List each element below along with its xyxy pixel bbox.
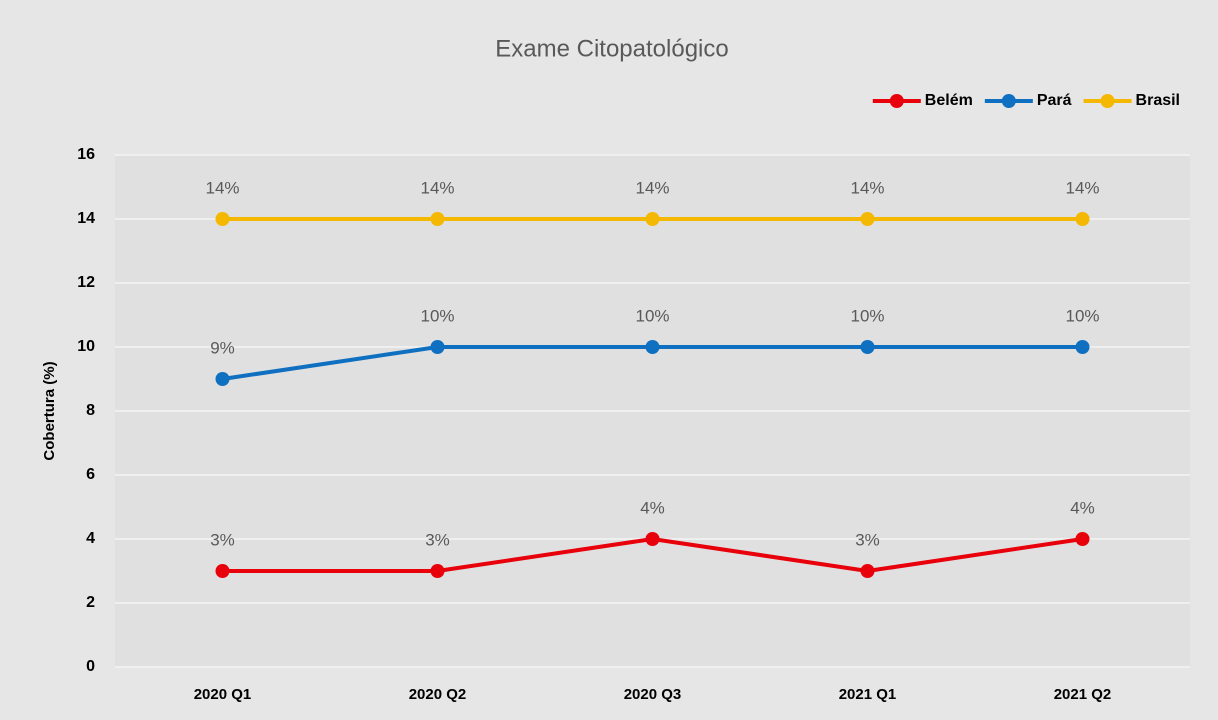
value-label: 10% bbox=[850, 306, 884, 325]
y-tick-label: 2 bbox=[86, 594, 95, 611]
y-tick-label: 12 bbox=[77, 274, 95, 291]
value-label: 4% bbox=[1070, 498, 1095, 517]
value-label: 3% bbox=[425, 530, 450, 549]
point bbox=[430, 212, 445, 226]
value-label: 14% bbox=[205, 178, 239, 197]
chart-title: Exame Citopatológico bbox=[495, 35, 728, 62]
y-tick-label: 6 bbox=[86, 466, 95, 483]
x-tick-label: 2020 Q1 bbox=[194, 686, 252, 703]
point bbox=[1075, 212, 1090, 226]
value-label: 10% bbox=[635, 306, 669, 325]
value-label: 14% bbox=[850, 178, 884, 197]
point bbox=[1075, 340, 1090, 354]
point bbox=[1075, 532, 1090, 546]
y-tick-label: 10 bbox=[77, 338, 95, 355]
legend-marker bbox=[1001, 94, 1016, 108]
y-tick-label: 8 bbox=[86, 402, 95, 419]
point bbox=[430, 340, 445, 354]
x-tick-label: 2021 Q1 bbox=[839, 686, 897, 703]
x-tick-label: 2021 Q2 bbox=[1054, 686, 1112, 703]
legend-label: Belém bbox=[925, 92, 973, 109]
value-label: 14% bbox=[1065, 178, 1099, 197]
point bbox=[215, 212, 230, 226]
value-label: 14% bbox=[420, 178, 454, 197]
x-tick-label: 2020 Q3 bbox=[624, 686, 682, 703]
point bbox=[645, 212, 660, 226]
x-tick-label: 2020 Q2 bbox=[409, 686, 467, 703]
y-tick-label: 16 bbox=[77, 146, 95, 163]
legend-marker bbox=[889, 94, 904, 108]
point bbox=[645, 340, 660, 354]
point bbox=[215, 372, 230, 386]
point bbox=[860, 212, 875, 226]
value-label: 10% bbox=[420, 306, 454, 325]
legend-label: Brasil bbox=[1136, 92, 1180, 109]
value-label: 10% bbox=[1065, 306, 1099, 325]
point bbox=[860, 564, 875, 578]
point bbox=[430, 564, 445, 578]
value-label: 4% bbox=[640, 498, 665, 517]
y-tick-label: 14 bbox=[77, 210, 95, 227]
value-label: 9% bbox=[210, 338, 235, 357]
point bbox=[215, 564, 230, 578]
y-tick-label: 0 bbox=[86, 658, 95, 675]
y-axis-label: Cobertura (%) bbox=[41, 361, 58, 460]
point bbox=[860, 340, 875, 354]
value-label: 3% bbox=[855, 530, 880, 549]
legend-marker bbox=[1100, 94, 1115, 108]
legend-label: Pará bbox=[1037, 92, 1072, 109]
y-tick-label: 4 bbox=[86, 530, 95, 547]
point bbox=[645, 532, 660, 546]
value-label: 14% bbox=[635, 178, 669, 197]
value-label: 3% bbox=[210, 530, 235, 549]
